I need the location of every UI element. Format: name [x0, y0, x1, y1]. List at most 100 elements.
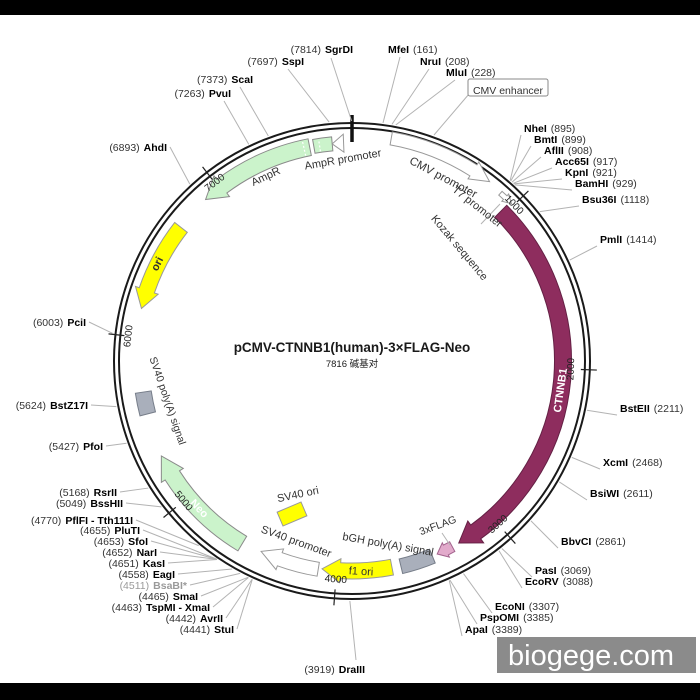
- site-label-bsteii: BstEII (2211): [620, 403, 683, 415]
- site-position: (7814): [291, 44, 321, 56]
- site-enzyme-name: PvuI: [209, 88, 231, 100]
- site-enzyme-name: PfoI: [83, 441, 103, 453]
- site-label-bamhi: BamHI (929): [575, 178, 637, 190]
- site-enzyme-name: EagI: [153, 569, 175, 581]
- site-leader-stui: [236, 579, 253, 630]
- site-leader-nhei: [509, 134, 522, 181]
- site-enzyme-name: BsiWI: [590, 488, 619, 500]
- site-leader-tspmi-xmai: [212, 577, 249, 608]
- site-leader-bstz17i: [90, 404, 117, 408]
- feature-label-ori: ori: [149, 255, 166, 273]
- site-leader-aflii: [511, 156, 542, 183]
- site-label-ecorv: EcoRV (3088): [525, 576, 593, 588]
- site-enzyme-name: NruI: [420, 56, 441, 68]
- tick-6000: [108, 333, 125, 337]
- site-leader-kpni: [513, 178, 563, 185]
- site-enzyme-name: PspOMI: [480, 612, 519, 624]
- site-enzyme-name: NheI: [524, 123, 547, 135]
- site-position: (228): [471, 67, 496, 79]
- site-enzyme-name: BbvCI: [561, 536, 591, 548]
- feature-bgh-polya: [398, 548, 436, 575]
- site-leader-ecorv: [498, 550, 523, 589]
- site-position: (921): [592, 167, 617, 179]
- site-enzyme-name: AvrII: [200, 613, 223, 625]
- site-position: (1414): [626, 234, 656, 246]
- feature-label-kozak: Kozak sequence: [428, 213, 489, 283]
- site-leader-kasi: [167, 558, 218, 564]
- site-label-kasi: (4651) KasI: [108, 558, 165, 570]
- site-enzyme-name: SfoI: [128, 536, 148, 548]
- feature-ampr-boundary-dotted-line: [301, 140, 307, 156]
- site-label-sgrdi: (7814) SgrDI: [291, 44, 353, 56]
- site-label-bsu36i: Bsu36I (1118): [582, 194, 649, 206]
- site-position: (899): [561, 134, 586, 146]
- site-label-smai: (4465) SmaI: [139, 591, 199, 603]
- site-label-nrui: NruI (208): [420, 56, 470, 68]
- feature-sv40-promoter: [260, 548, 320, 577]
- site-enzyme-name: TspMI - XmaI: [146, 602, 210, 614]
- site-label-mlui: MluI (228): [446, 67, 496, 79]
- site-leader-bsiwi: [559, 481, 588, 501]
- site-position: (4770): [31, 515, 61, 527]
- tick-2000: [580, 368, 597, 371]
- feature-t7-promoter: [498, 190, 513, 205]
- site-position: (4651): [108, 558, 138, 570]
- site-position: (5427): [49, 441, 79, 453]
- site-label-stui: (4441) StuI: [180, 624, 234, 636]
- feature-ori: [134, 221, 189, 310]
- feature-label-f1-ori: f1 ori: [348, 565, 373, 578]
- site-leader-pvui: [223, 100, 250, 145]
- site-position: (4558): [118, 569, 148, 581]
- site-position: (3919): [304, 664, 334, 676]
- site-enzyme-name: ApaI: [465, 624, 488, 636]
- site-label-nhei: NheI (895): [524, 123, 575, 135]
- site-label-pmli: PmlI (1414): [600, 234, 657, 246]
- feature-cmv-enhancer-leader-line: [433, 93, 470, 136]
- site-label-eagi: (4558) EagI: [118, 569, 175, 581]
- site-label-avrii: (4442) AvrII: [166, 613, 223, 625]
- site-enzyme-name: BamHI: [575, 178, 608, 190]
- site-position: (3385): [523, 612, 553, 624]
- site-leader-apai: [448, 580, 463, 637]
- site-label-sspi: (7697) SspI: [247, 56, 304, 68]
- site-leader-pmli: [569, 245, 598, 261]
- site-label-pcii: (6003) PciI: [33, 317, 86, 329]
- site-position: (3088): [563, 576, 593, 588]
- site-enzyme-name: PmlI: [600, 234, 622, 246]
- site-label-acc65i: Acc65I (917): [555, 156, 617, 168]
- site-position: (3307): [529, 601, 559, 613]
- site-enzyme-name: KasI: [143, 558, 165, 570]
- site-enzyme-name: AhdI: [144, 142, 167, 154]
- site-enzyme-name: BssHII: [90, 498, 123, 510]
- site-position: (4442): [166, 613, 196, 625]
- feature-cmv-enhancer-label-box: [467, 78, 549, 97]
- site-label-econi: EcoNI (3307): [495, 601, 559, 613]
- site-position: (7373): [197, 74, 227, 86]
- site-label-draiii: (3919) DraIII: [304, 664, 365, 676]
- site-position: (6003): [33, 317, 63, 329]
- site-position: (4441): [180, 624, 210, 636]
- site-leader-bsteii: [586, 409, 618, 416]
- site-position: (3389): [492, 624, 522, 636]
- site-enzyme-name: Bsu36I: [582, 194, 617, 206]
- site-enzyme-name: SspI: [282, 56, 304, 68]
- site-label-bstz17i: (5624) BstZ17I: [16, 400, 88, 412]
- top-letterbox-bar: [0, 0, 700, 15]
- site-leader-xcmi: [571, 456, 601, 470]
- watermark-background: [497, 637, 696, 673]
- feature-3xflag: [436, 541, 456, 558]
- site-leader-bsabi-: [189, 572, 241, 586]
- watermark: biogege.com: [497, 637, 696, 673]
- site-position: (208): [445, 56, 470, 68]
- site-position: (7697): [247, 56, 277, 68]
- plasmid-title: pCMV-CTNNB1(human)-3×FLAG-Neo: [234, 340, 471, 355]
- site-label-pasi: PasI (3069): [535, 565, 591, 577]
- feature-sv40-polya: [134, 390, 157, 417]
- site-position: (4653): [94, 536, 124, 548]
- site-enzyme-name: PasI: [535, 565, 557, 577]
- site-leader-mlui: [395, 79, 456, 126]
- bottom-letterbox-bar: [0, 683, 700, 700]
- site-enzyme-name: MluI: [446, 67, 467, 79]
- site-position: (929): [612, 178, 637, 190]
